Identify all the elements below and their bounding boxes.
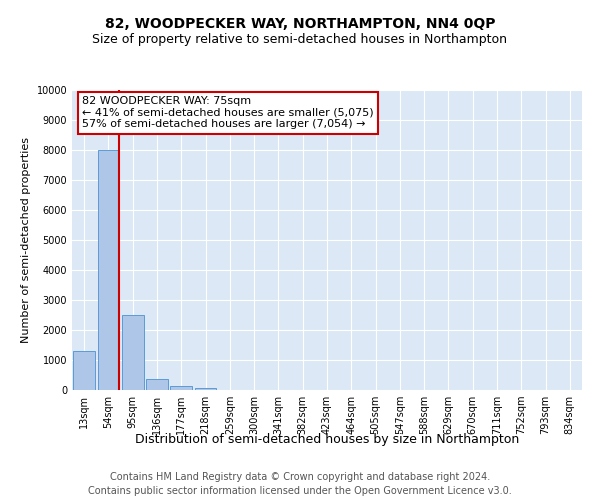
Y-axis label: Number of semi-detached properties: Number of semi-detached properties (21, 137, 31, 343)
Text: 82, WOODPECKER WAY, NORTHAMPTON, NN4 0QP: 82, WOODPECKER WAY, NORTHAMPTON, NN4 0QP (105, 18, 495, 32)
Text: 82 WOODPECKER WAY: 75sqm
← 41% of semi-detached houses are smaller (5,075)
57% o: 82 WOODPECKER WAY: 75sqm ← 41% of semi-d… (82, 96, 374, 129)
Text: Contains public sector information licensed under the Open Government Licence v3: Contains public sector information licen… (88, 486, 512, 496)
Bar (146, 378, 168, 390)
Bar (170, 386, 192, 390)
Bar (194, 388, 217, 390)
Text: Contains HM Land Registry data © Crown copyright and database right 2024.: Contains HM Land Registry data © Crown c… (110, 472, 490, 482)
Text: Size of property relative to semi-detached houses in Northampton: Size of property relative to semi-detach… (92, 32, 508, 46)
Bar (97, 150, 119, 390)
Bar (73, 351, 95, 390)
Bar (122, 315, 143, 390)
Text: Distribution of semi-detached houses by size in Northampton: Distribution of semi-detached houses by … (135, 432, 519, 446)
